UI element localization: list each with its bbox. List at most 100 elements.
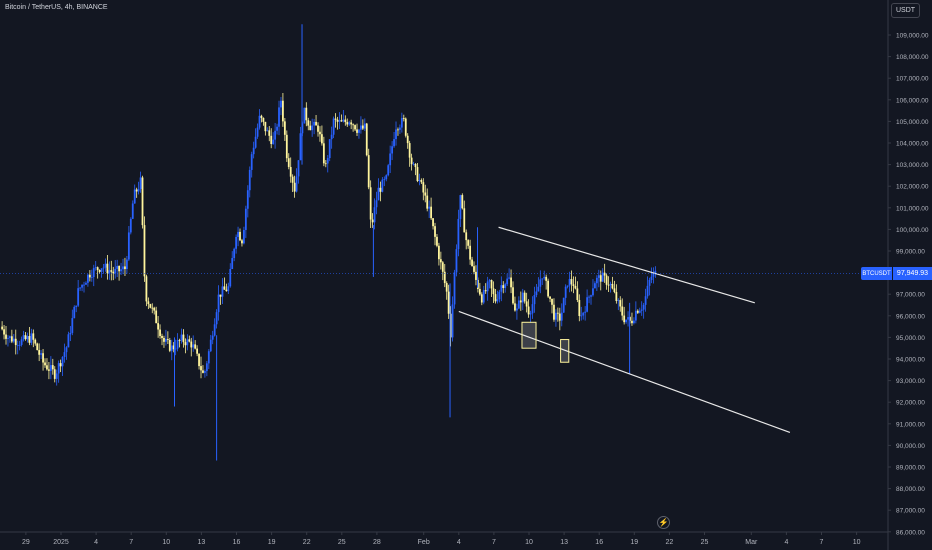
candle-body-112 [219, 294, 222, 297]
candle-body-164 [321, 134, 323, 144]
candle-body-257 [502, 285, 505, 288]
x-tick-label-21: 4 [784, 539, 788, 546]
candle-body-255 [498, 291, 501, 300]
candle-body-246 [480, 294, 483, 303]
candle-body-275 [537, 286, 540, 292]
lightning-icon[interactable]: ⚡ [657, 516, 670, 529]
candle-body-243 [475, 271, 477, 280]
candle-body-6 [12, 338, 15, 342]
candle-body-127 [248, 169, 251, 191]
candle-body-320 [625, 319, 628, 323]
candle-body-47 [92, 268, 95, 278]
candle-body-315 [615, 291, 618, 301]
candle-body-290 [566, 285, 569, 287]
candle-body-81 [159, 329, 161, 337]
candle-body-313 [611, 283, 614, 289]
candle-body-225 [439, 259, 442, 263]
candle-body-284 [555, 312, 557, 320]
candle-body-92 [180, 334, 183, 341]
currency-button[interactable]: USDT [891, 3, 920, 18]
candle-body-27 [53, 369, 56, 379]
candle-body-309 [603, 272, 606, 276]
candle-body-57 [112, 271, 115, 274]
candle-body-25 [49, 365, 52, 371]
candle-body-170 [332, 118, 335, 135]
candle-body-110 [215, 312, 218, 325]
candle-body-231 [451, 304, 454, 338]
candle-body-291 [568, 279, 571, 286]
candle-body-263 [514, 303, 516, 311]
candle-body-335 [654, 270, 657, 273]
candle-body-116 [227, 286, 230, 292]
candle-body-253 [494, 294, 497, 302]
candle-body-238 [465, 232, 468, 241]
candle-body-33 [65, 347, 68, 353]
candle-body-114 [223, 286, 226, 290]
candle-body-312 [609, 283, 612, 286]
candle-body-61 [120, 269, 122, 272]
x-tick-label-8: 22 [303, 539, 311, 546]
x-tick-label-19: 25 [701, 539, 709, 546]
candle-body-216 [422, 182, 425, 193]
candle-body-69 [135, 189, 138, 192]
candle-body-67 [131, 203, 134, 219]
candle-body-269 [525, 301, 528, 307]
candle-body-90 [176, 340, 179, 349]
candle-body-20 [40, 353, 43, 355]
candle-body-138 [270, 135, 273, 145]
candle-body-258 [504, 284, 507, 288]
candle-body-160 [313, 121, 316, 126]
candle-body-107 [209, 339, 212, 352]
candle-body-297 [580, 315, 583, 317]
candle-body-201 [393, 139, 395, 147]
candle-body-303 [592, 288, 594, 296]
candle-body-149 [291, 176, 294, 183]
candle-body-295 [576, 288, 579, 300]
candle-body-276 [539, 279, 542, 287]
candle-body-286 [558, 313, 561, 321]
y-tick-label-2: 88,000.00 [896, 486, 925, 493]
candle-body-159 [311, 125, 314, 131]
candle-body-188 [367, 155, 370, 188]
candle-body-192 [375, 200, 378, 208]
candle-body-308 [601, 272, 604, 282]
candle-body-242 [473, 266, 475, 272]
trendline-1 [458, 310, 791, 434]
x-tick-label-23: 10 [853, 539, 861, 546]
candle-body-84 [165, 339, 167, 342]
candle-body-174 [340, 120, 343, 122]
candle-body-44 [87, 274, 89, 283]
candle-body-64 [126, 259, 128, 270]
chart-title: Bitcoin / TetherUS, 4h, BINANCE [5, 4, 108, 11]
candle-body-125 [244, 208, 247, 230]
candle-body-254 [496, 299, 499, 302]
candle-body-301 [588, 296, 590, 298]
candle-body-251 [490, 280, 493, 289]
candle-body-302 [590, 295, 592, 297]
candle-body-316 [617, 300, 620, 301]
candle-body-229 [447, 291, 450, 314]
candle-body-318 [621, 306, 624, 316]
candle-body-11 [22, 335, 25, 340]
x-tick-label-12: 4 [457, 539, 461, 546]
candle-body-259 [506, 278, 509, 285]
candle-body-236 [461, 195, 464, 209]
candle-body-332 [648, 279, 651, 286]
candle-body-182 [356, 129, 358, 133]
candle-body-307 [599, 275, 602, 282]
candle-body-88 [172, 345, 175, 350]
candle-body-147 [287, 158, 290, 167]
candle-body-200 [391, 146, 394, 154]
candle-body-211 [412, 163, 415, 165]
candle-body-220 [430, 206, 433, 219]
candle-body-265 [517, 300, 520, 309]
candle-body-83 [163, 337, 165, 342]
current-price-badge: 97,949.93 [893, 267, 932, 280]
candle-body-239 [467, 240, 470, 246]
candle-body-177 [346, 122, 349, 125]
candle-body-296 [578, 299, 581, 317]
candle-body-185 [361, 125, 364, 129]
candle-body-136 [266, 130, 269, 132]
candle-body-325 [634, 310, 637, 321]
